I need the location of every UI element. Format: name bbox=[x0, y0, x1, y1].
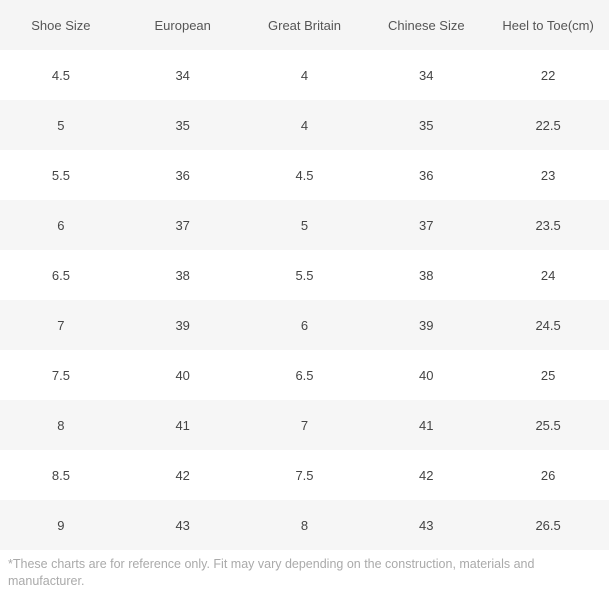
cell: 38 bbox=[122, 250, 244, 300]
col-header: Shoe Size bbox=[0, 0, 122, 50]
cell: 7 bbox=[244, 400, 366, 450]
cell: 39 bbox=[122, 300, 244, 350]
cell: 5 bbox=[0, 100, 122, 150]
table-row: 8 41 7 41 25.5 bbox=[0, 400, 609, 450]
cell: 36 bbox=[365, 150, 487, 200]
cell: 8 bbox=[244, 500, 366, 550]
cell: 41 bbox=[122, 400, 244, 450]
cell: 40 bbox=[365, 350, 487, 400]
cell: 34 bbox=[365, 50, 487, 100]
table-row: 9 43 8 43 26.5 bbox=[0, 500, 609, 550]
cell: 38 bbox=[365, 250, 487, 300]
cell: 35 bbox=[365, 100, 487, 150]
col-header: European bbox=[122, 0, 244, 50]
cell: 24 bbox=[487, 250, 609, 300]
cell: 40 bbox=[122, 350, 244, 400]
col-header: Great Britain bbox=[244, 0, 366, 50]
cell: 7 bbox=[0, 300, 122, 350]
size-chart-container: Shoe Size European Great Britain Chinese… bbox=[0, 0, 609, 600]
cell: 22 bbox=[487, 50, 609, 100]
cell: 22.5 bbox=[487, 100, 609, 150]
cell: 43 bbox=[122, 500, 244, 550]
cell: 8.5 bbox=[0, 450, 122, 500]
cell: 26.5 bbox=[487, 500, 609, 550]
col-header: Chinese Size bbox=[365, 0, 487, 50]
cell: 43 bbox=[365, 500, 487, 550]
cell: 39 bbox=[365, 300, 487, 350]
cell: 5 bbox=[244, 200, 366, 250]
table-header-row: Shoe Size European Great Britain Chinese… bbox=[0, 0, 609, 50]
cell: 36 bbox=[122, 150, 244, 200]
table-row: 4.5 34 4 34 22 bbox=[0, 50, 609, 100]
col-header: Heel to Toe(cm) bbox=[487, 0, 609, 50]
table-row: 6 37 5 37 23.5 bbox=[0, 200, 609, 250]
cell: 4 bbox=[244, 100, 366, 150]
cell: 4.5 bbox=[244, 150, 366, 200]
cell: 6.5 bbox=[0, 250, 122, 300]
cell: 37 bbox=[365, 200, 487, 250]
footnote-text: *These charts are for reference only. Fi… bbox=[0, 550, 609, 600]
cell: 42 bbox=[365, 450, 487, 500]
cell: 9 bbox=[0, 500, 122, 550]
cell: 5.5 bbox=[244, 250, 366, 300]
cell: 8 bbox=[0, 400, 122, 450]
cell: 25 bbox=[487, 350, 609, 400]
table-row: 7.5 40 6.5 40 25 bbox=[0, 350, 609, 400]
cell: 34 bbox=[122, 50, 244, 100]
cell: 4.5 bbox=[0, 50, 122, 100]
cell: 35 bbox=[122, 100, 244, 150]
cell: 26 bbox=[487, 450, 609, 500]
cell: 23 bbox=[487, 150, 609, 200]
cell: 41 bbox=[365, 400, 487, 450]
cell: 7.5 bbox=[0, 350, 122, 400]
table-row: 5 35 4 35 22.5 bbox=[0, 100, 609, 150]
cell: 7.5 bbox=[244, 450, 366, 500]
table-row: 5.5 36 4.5 36 23 bbox=[0, 150, 609, 200]
cell: 25.5 bbox=[487, 400, 609, 450]
table-body: 4.5 34 4 34 22 5 35 4 35 22.5 5.5 36 4.5… bbox=[0, 50, 609, 550]
cell: 4 bbox=[244, 50, 366, 100]
cell: 42 bbox=[122, 450, 244, 500]
table-row: 8.5 42 7.5 42 26 bbox=[0, 450, 609, 500]
table-row: 6.5 38 5.5 38 24 bbox=[0, 250, 609, 300]
cell: 6.5 bbox=[244, 350, 366, 400]
cell: 24.5 bbox=[487, 300, 609, 350]
size-chart-table: Shoe Size European Great Britain Chinese… bbox=[0, 0, 609, 550]
cell: 6 bbox=[244, 300, 366, 350]
cell: 37 bbox=[122, 200, 244, 250]
cell: 6 bbox=[0, 200, 122, 250]
cell: 5.5 bbox=[0, 150, 122, 200]
cell: 23.5 bbox=[487, 200, 609, 250]
table-row: 7 39 6 39 24.5 bbox=[0, 300, 609, 350]
